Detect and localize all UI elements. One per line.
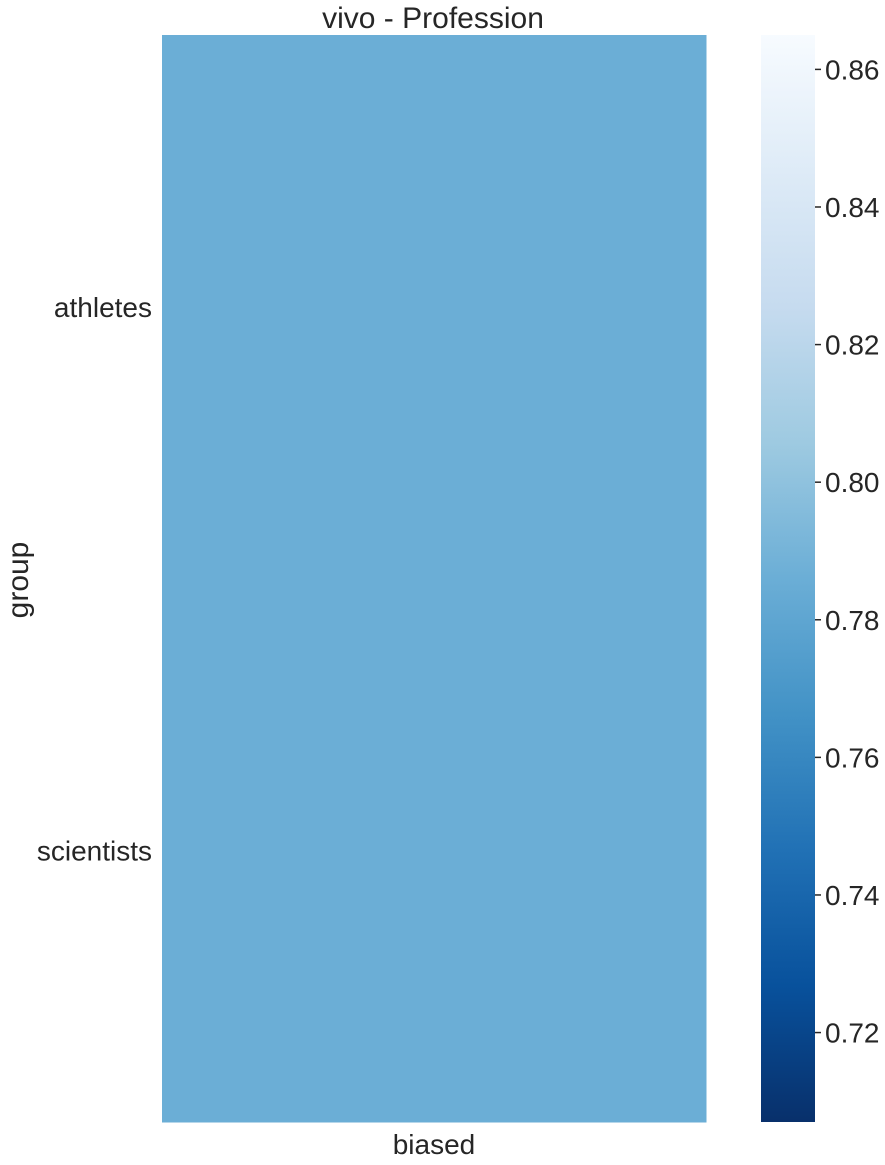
- colorbar-ticks: 0.72 0.74 0.76 0.78 0.80 0.82 0.84 0.86: [815, 54, 880, 1049]
- colorbar-tick-label: 0.76: [825, 742, 880, 773]
- heatmap-cell-athletes-biased: [162, 35, 707, 579]
- x-tick-labels: biased: [393, 1129, 476, 1160]
- colorbar-tick-label: 0.78: [825, 605, 880, 636]
- y-tick-labels: athletes scientists: [37, 292, 152, 867]
- colorbar-tick-label: 0.74: [825, 880, 880, 911]
- heatmap-cells: [162, 35, 707, 1123]
- heatmap-cell-scientists-biased: [162, 578, 707, 1123]
- y-axis-label: group: [2, 542, 35, 619]
- y-tick-label: athletes: [54, 292, 152, 323]
- colorbar-tick-label: 0.80: [825, 467, 880, 498]
- colorbar-tick-label: 0.86: [825, 54, 880, 85]
- x-tick-label: biased: [393, 1129, 476, 1160]
- colorbar: [761, 35, 815, 1122]
- colorbar-tick-label: 0.82: [825, 330, 880, 361]
- colorbar-tick-label: 0.72: [825, 1018, 880, 1049]
- chart-title: vivo - Profession: [322, 2, 544, 35]
- colorbar-tick-label: 0.84: [825, 192, 880, 223]
- y-tick-label: scientists: [37, 835, 152, 866]
